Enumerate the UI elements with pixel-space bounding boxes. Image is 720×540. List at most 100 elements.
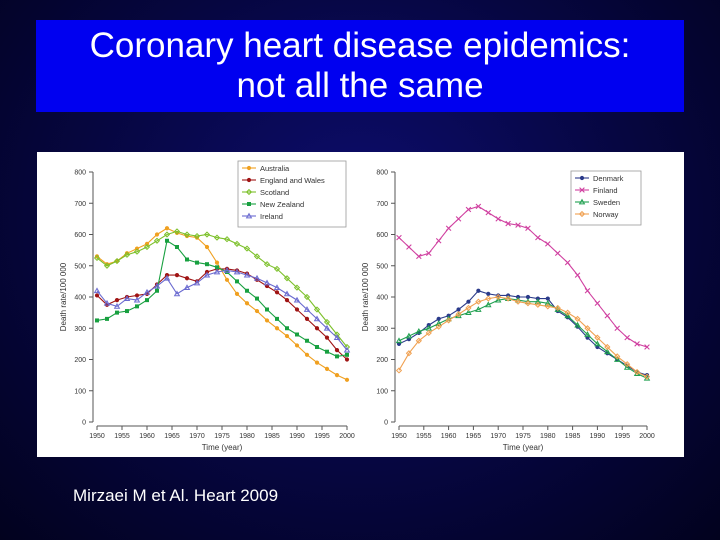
chart2-data-point (525, 294, 531, 300)
chart1-series-line-ireland (96, 269, 348, 351)
chart1-data-point (293, 284, 301, 291)
chart1-data-point (133, 248, 141, 255)
chart1-data-point (305, 338, 309, 343)
chart1-legend-label: Scotland (260, 188, 289, 197)
chart1-x-tick-label: 1995 (314, 433, 330, 440)
chart1-legend-marker (247, 202, 251, 206)
chart1-x-tick-label: 2000 (339, 433, 355, 440)
chart2-x-tick-label: 1995 (614, 433, 630, 440)
chart2-y-tick-label: 0 (384, 420, 388, 427)
chart2-data-point (554, 250, 561, 257)
chart1-data-point (173, 228, 181, 235)
chart2-data-point (614, 353, 621, 360)
chart1-data-point (233, 268, 241, 275)
chart1-data-point (193, 232, 201, 240)
chart1-data-point (344, 357, 350, 362)
chart1-x-tick-label: 1970 (189, 433, 205, 440)
chart2-x-tick-label: 1955 (416, 433, 432, 440)
chart2-data-point (395, 367, 403, 374)
chart1-data-point (193, 279, 201, 286)
chart1-data-point (294, 343, 300, 348)
chart2-data-point (584, 331, 591, 337)
chart1-data-point (283, 290, 291, 297)
chart1-data-point (105, 316, 109, 321)
chart1-data-point (313, 306, 321, 313)
chart1-data-point (184, 276, 190, 281)
chart1-data-point (315, 345, 319, 349)
chart1-data-point (314, 326, 320, 331)
chart1-data-point (144, 241, 150, 246)
chart1-data-point (253, 253, 261, 260)
chart1-data-point (94, 254, 100, 259)
chart2-data-point (604, 343, 611, 351)
chart1-data-point (284, 298, 290, 303)
chart2-data-point (476, 288, 481, 293)
chart1-data-point (244, 301, 250, 306)
chart2-legend-label: Denmark (593, 174, 624, 183)
chart2-data-point (485, 295, 492, 302)
chart2-data-point (564, 259, 571, 266)
chart2-y-axis-label: Death rate/100 000 (361, 262, 370, 331)
chart2-legend-marker (579, 187, 585, 193)
chart1-data-point (273, 265, 281, 272)
chart2-data-point (416, 253, 422, 260)
chart2-x-tick-label: 1985 (565, 433, 581, 440)
chart2-data-point (564, 309, 571, 316)
chart-panel: 0 100 200 300 400 500 600 700 800 1950 1955 1960 196… (37, 152, 684, 457)
chart2-data-point (505, 295, 512, 302)
chart1-data-point (113, 257, 121, 265)
chart2-x-tick-label: 1950 (391, 433, 407, 440)
chart1-data-point (223, 267, 231, 273)
chart2-data-point (406, 244, 412, 250)
chart2-data-point (405, 332, 413, 339)
chart1-data-point (164, 226, 170, 231)
chart2-data-point (425, 329, 432, 337)
chart1-x-tick-label: 1985 (264, 433, 280, 440)
chart1-data-point (114, 298, 120, 303)
chart2-data-point (514, 298, 522, 305)
chart1-data-point (234, 291, 240, 296)
chart2-legend-marker (578, 198, 586, 205)
chart1-x-tick-label: 1950 (89, 433, 105, 440)
chart1-data-point (293, 296, 301, 303)
chart1-data-point (185, 257, 189, 262)
chart1-y-tick-label: 800 (74, 170, 86, 177)
chart2-data-point (623, 363, 631, 370)
chart1-data-point (143, 288, 151, 295)
chart2-data-point (534, 301, 541, 308)
chart2-data-point (475, 298, 482, 305)
chart1-data-point (265, 307, 269, 312)
chart1-data-point (273, 284, 281, 291)
chart2-series-line-norway (398, 296, 648, 378)
chart2-data-point (425, 250, 432, 257)
chart1-data-point (284, 333, 290, 339)
chart2-data-point (496, 293, 501, 298)
chart1-data-point (334, 373, 340, 378)
chart2-data-point (465, 206, 472, 213)
chart2-data-point (455, 311, 462, 318)
chart1-data-point (205, 262, 209, 267)
chart2-data-point (486, 291, 491, 296)
chart1-data-point (324, 366, 330, 371)
chart1-data-point (275, 316, 279, 321)
chart2-data-point (475, 203, 482, 210)
chart2-legend-label: Norway (593, 210, 619, 219)
citation-text: Mirzaei M et Al. Heart 2009 (73, 486, 279, 505)
chart1-legend-label: Ireland (260, 212, 283, 221)
chart1-x-tick-label: 1990 (289, 433, 305, 440)
chart2-legend-marker (579, 175, 585, 181)
chart1-data-point (224, 277, 230, 282)
chart1-data-point (253, 274, 261, 281)
chart1-data-point (345, 352, 349, 357)
chart1-data-point (203, 231, 211, 238)
chart1-data-point (123, 251, 131, 258)
chart1-data-point (325, 349, 329, 354)
chart1-data-point (233, 240, 241, 247)
chart1-x-tick-label: 1975 (214, 433, 230, 440)
chart1-data-point (335, 354, 339, 359)
chart2-data-point (604, 312, 611, 319)
chart1-data-point (304, 352, 310, 357)
chart2-x-tick-label: 1980 (540, 433, 556, 440)
chart2-x-axis-label: Time (year) (503, 443, 544, 452)
chart1-data-point (183, 231, 191, 238)
